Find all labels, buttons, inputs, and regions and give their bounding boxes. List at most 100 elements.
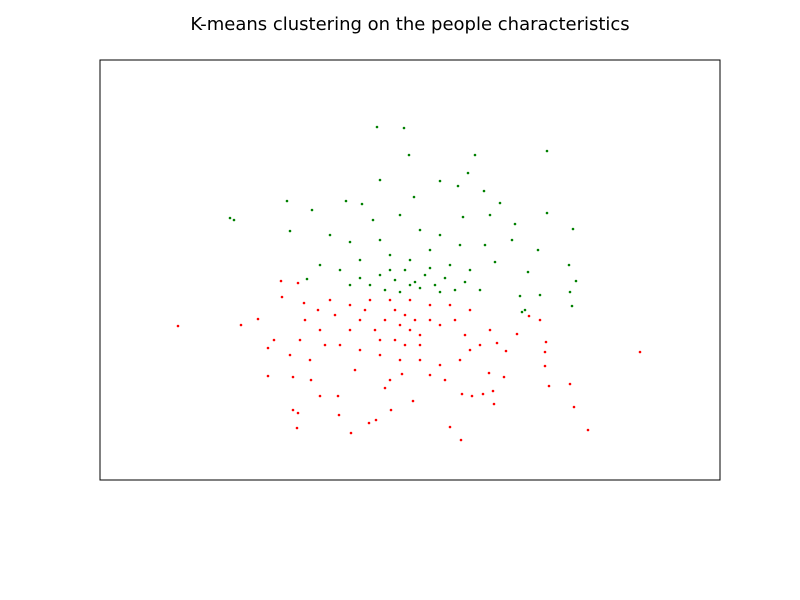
point [453,318,457,322]
point [389,408,393,412]
point [458,243,462,247]
point [383,318,387,322]
point [378,338,382,342]
plot-frame [99,59,721,481]
point [408,283,412,287]
point [438,363,442,367]
point [468,308,472,312]
point [527,314,531,318]
point [393,308,397,312]
point [478,343,482,347]
point [336,394,340,398]
point [308,358,312,362]
point [418,358,422,362]
point [318,263,322,267]
point [272,338,276,342]
point [371,218,375,222]
point [448,303,452,307]
point [378,178,382,182]
point [543,350,547,354]
point [337,413,341,417]
point [375,125,379,129]
point [310,208,314,212]
point [526,270,530,274]
point [291,375,295,379]
point [328,298,332,302]
point [349,431,353,435]
point [428,248,432,252]
point [481,392,485,396]
point [338,343,342,347]
point [318,394,322,398]
point [438,323,442,327]
point [461,215,465,219]
point [571,227,575,231]
point [408,258,412,262]
point [285,199,289,203]
point [413,280,417,284]
point [572,405,576,409]
point [504,349,508,353]
point [513,222,517,226]
point [536,248,540,252]
point [402,126,406,130]
point [378,238,382,242]
point [358,318,362,322]
point [374,418,378,422]
point [456,184,460,188]
point [358,348,362,352]
point [495,341,499,345]
point [266,374,270,378]
point [296,411,300,415]
point [570,304,574,308]
point [408,328,412,332]
point [470,394,474,398]
point [453,288,457,292]
point [468,348,472,352]
point [288,229,292,233]
point [466,171,470,175]
point [288,353,292,357]
point [393,338,397,342]
point [368,298,372,302]
point [463,280,467,284]
point [538,318,542,322]
point [438,179,442,183]
point [438,233,442,237]
point [363,308,367,312]
point [348,283,352,287]
point [482,189,486,193]
point [543,364,547,368]
point [398,323,402,327]
point [478,288,482,292]
point [373,328,377,332]
point [538,293,542,297]
point [488,328,492,332]
point [413,318,417,322]
point [303,318,307,322]
point [510,238,514,242]
point [423,273,427,277]
point [438,290,442,294]
point [295,426,299,430]
point [378,273,382,277]
point [403,313,407,317]
point [547,384,551,388]
point [302,301,306,305]
point [638,350,642,354]
point [428,318,432,322]
point [400,372,404,376]
point [418,343,422,347]
point [520,310,524,314]
point [333,313,337,317]
point [523,308,527,312]
point [296,281,300,285]
point [567,263,571,267]
point [323,343,327,347]
point [428,266,432,270]
point [338,268,342,272]
point [398,213,402,217]
point [483,243,487,247]
point [378,353,382,357]
